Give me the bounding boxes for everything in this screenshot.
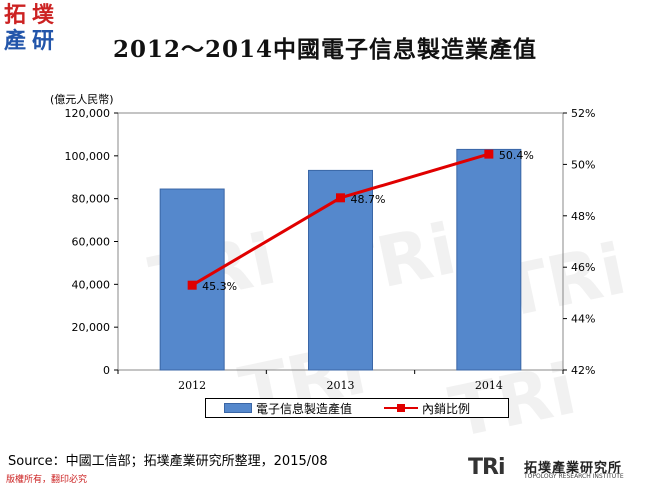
y-left-tick-label: 60,000 bbox=[72, 236, 111, 249]
legend-item-line: 內銷比例 bbox=[384, 399, 470, 417]
y-left-tick-label: 40,000 bbox=[72, 278, 111, 291]
legend-item-bar: 電子信息製造產值 bbox=[224, 399, 352, 417]
y-left-tick-label: 100,000 bbox=[65, 150, 111, 163]
bar bbox=[456, 148, 522, 371]
y-right-tick-label: 46% bbox=[571, 261, 595, 274]
y-right-tick-label: 48% bbox=[571, 210, 595, 223]
line-marker bbox=[187, 280, 197, 290]
x-tick-label: 2012 bbox=[178, 379, 206, 392]
logo-char-3: 產 bbox=[4, 28, 27, 54]
legend-bar-swatch bbox=[224, 403, 252, 413]
x-tick-label: 2013 bbox=[327, 379, 355, 392]
y-left-tick-label: 0 bbox=[103, 364, 110, 377]
y-left-unit-label: (億元人民幣) bbox=[50, 93, 114, 106]
legend-bar-label: 電子信息製造產值 bbox=[256, 401, 353, 416]
chart-legend: 電子信息製造產值 內銷比例 bbox=[205, 398, 509, 418]
x-tick-label: 2014 bbox=[475, 379, 503, 392]
logo-char-1: 拓 bbox=[4, 2, 27, 28]
bar bbox=[159, 188, 225, 371]
line-data-label: 50.4% bbox=[499, 149, 534, 162]
y-left-tick-label: 20,000 bbox=[72, 321, 111, 334]
y-right-tick-label: 42% bbox=[571, 364, 595, 377]
y-right-tick-label: 52% bbox=[571, 107, 595, 120]
line-data-label: 48.7% bbox=[351, 193, 386, 206]
bar bbox=[308, 169, 373, 371]
copyright-note: 版權所有，翻印必究 bbox=[6, 475, 88, 485]
y-left-tick-label: 120,000 bbox=[65, 107, 111, 120]
tri-logo-mark: TRi bbox=[468, 455, 505, 480]
chart-title: 2012～2014中國電子信息製造業產值 bbox=[112, 36, 538, 63]
tri-logo: TRi 拓墣產業研究所 TOPOLOGY RESEARCH INSTITUTE bbox=[468, 455, 648, 483]
line-marker bbox=[484, 149, 494, 159]
tri-logo-name: 拓墣產業研究所 bbox=[524, 461, 623, 476]
line-data-label: 45.3% bbox=[202, 280, 237, 293]
legend-line-swatch bbox=[384, 403, 418, 413]
source-note: Source：中國工信部；拓墣產業研究所整理，2015/08 bbox=[8, 454, 328, 469]
y-right-tick-label: 50% bbox=[571, 158, 595, 171]
logo-char-4: 研 bbox=[32, 28, 55, 54]
legend-line-label: 內銷比例 bbox=[422, 401, 471, 416]
y-right-tick-label: 44% bbox=[571, 313, 595, 326]
line-marker bbox=[336, 193, 345, 203]
y-left-tick-label: 80,000 bbox=[72, 193, 111, 206]
tri-logo-subtitle: TOPOLOGY RESEARCH INSTITUTE bbox=[524, 473, 624, 480]
logo-char-2: 墣 bbox=[32, 2, 55, 28]
brand-logo: 拓 墣 產 研 bbox=[4, 4, 66, 56]
